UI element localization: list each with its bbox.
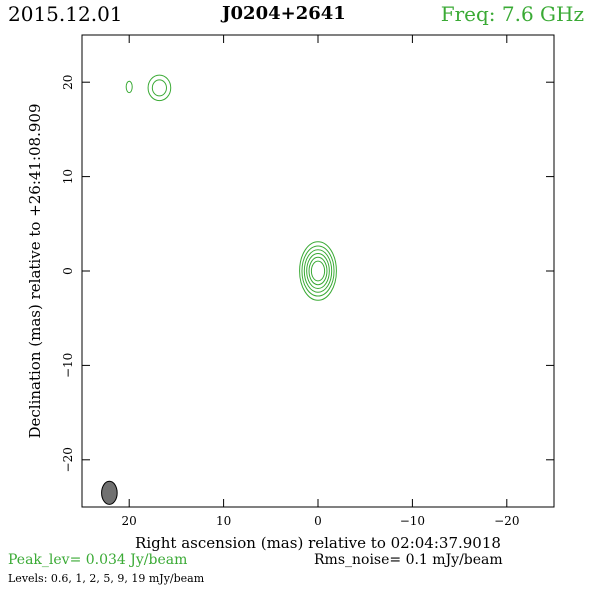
beam-ellipse: [101, 480, 118, 505]
y-axis-label: Declination (mas) relative to +26:41:08.…: [26, 103, 44, 438]
contour-ellipse: [303, 249, 333, 293]
contour-ellipse: [299, 241, 337, 301]
y-tick-label: −10: [61, 353, 75, 378]
contour-ellipse: [301, 245, 335, 297]
y-tick-label: −20: [61, 447, 75, 472]
x-tick-label: −10: [400, 514, 425, 528]
contour-ellipse: [151, 79, 167, 97]
beam-ellipse-group: [101, 480, 118, 505]
x-tick-label: −20: [494, 514, 519, 528]
axis-ticks: [82, 35, 554, 507]
x-tick-label: 10: [216, 514, 231, 528]
y-tick-label: 10: [61, 169, 75, 184]
rms-noise: Rms_noise= 0.1 mJy/beam: [314, 552, 503, 568]
contour-lines: [125, 74, 337, 301]
y-tick-label: 20: [61, 75, 75, 90]
contour-levels: Levels: 0.6, 1, 2, 5, 9, 19 mJy/beam: [8, 572, 205, 585]
x-axis-label: Right ascension (mas) relative to 02:04:…: [135, 534, 501, 552]
frequency-label: Freq: 7.6 GHz: [440, 2, 584, 26]
peak-level: Peak_lev= 0.034 Jy/beam: [8, 552, 188, 568]
contour-ellipse: [306, 253, 330, 289]
contour-ellipse: [125, 80, 133, 94]
x-tick-label: 20: [122, 514, 137, 528]
x-tick-label: 0: [314, 514, 322, 528]
axis-tick-labels: 20 10 0 −10 −20 20 10 0 −10 −20: [61, 75, 519, 528]
contour-ellipse: [310, 260, 326, 282]
observation-date: 2015.12.01: [8, 2, 123, 26]
plot-frame: [81, 34, 555, 508]
source-name: J0204+2641: [222, 3, 346, 24]
contour-ellipse: [147, 74, 172, 102]
contour-ellipse: [308, 256, 328, 286]
y-tick-label: 0: [61, 267, 75, 275]
